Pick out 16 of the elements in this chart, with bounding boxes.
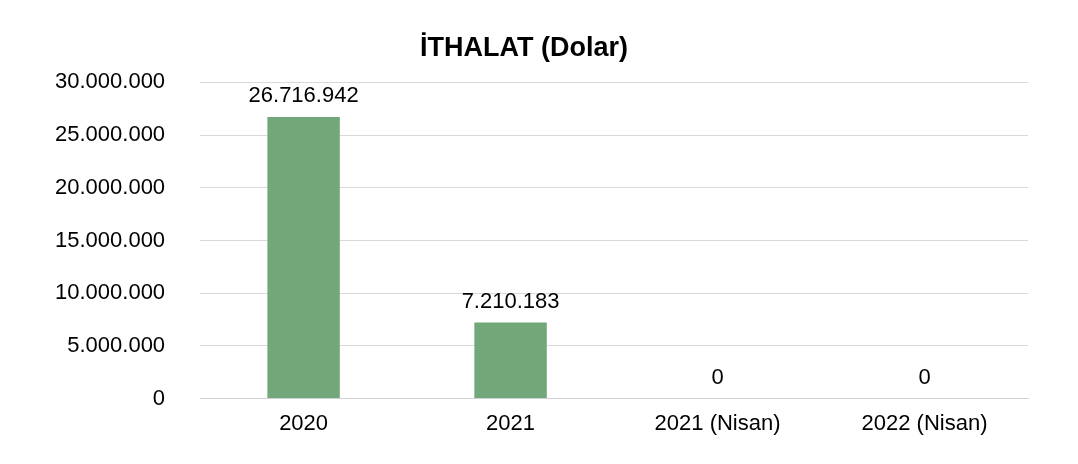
x-tick-label: 2020 bbox=[279, 409, 329, 435]
x-tick-label: 2021 bbox=[486, 409, 536, 435]
y-tick-label: 10.000.000 bbox=[55, 279, 166, 305]
x-tick-label: 2021 (Nisan) bbox=[654, 409, 781, 435]
x-tick-label: 2022 (Nisan) bbox=[861, 409, 988, 435]
y-tick-label: 0 bbox=[152, 384, 166, 410]
data-label: 7.210.183 bbox=[461, 287, 560, 313]
chart-title: İTHALAT (Dolar) bbox=[420, 31, 628, 62]
data-label: 0 bbox=[918, 363, 931, 389]
y-tick-label: 15.000.000 bbox=[55, 226, 166, 252]
y-tick-label: 20.000.000 bbox=[55, 173, 166, 199]
y-tick-label: 30.000.000 bbox=[55, 68, 166, 94]
data-label: 26.716.942 bbox=[248, 82, 359, 108]
data-label: 0 bbox=[711, 363, 724, 389]
y-tick-label: 25.000.000 bbox=[55, 121, 166, 147]
y-tick-label: 5.000.000 bbox=[67, 331, 166, 357]
